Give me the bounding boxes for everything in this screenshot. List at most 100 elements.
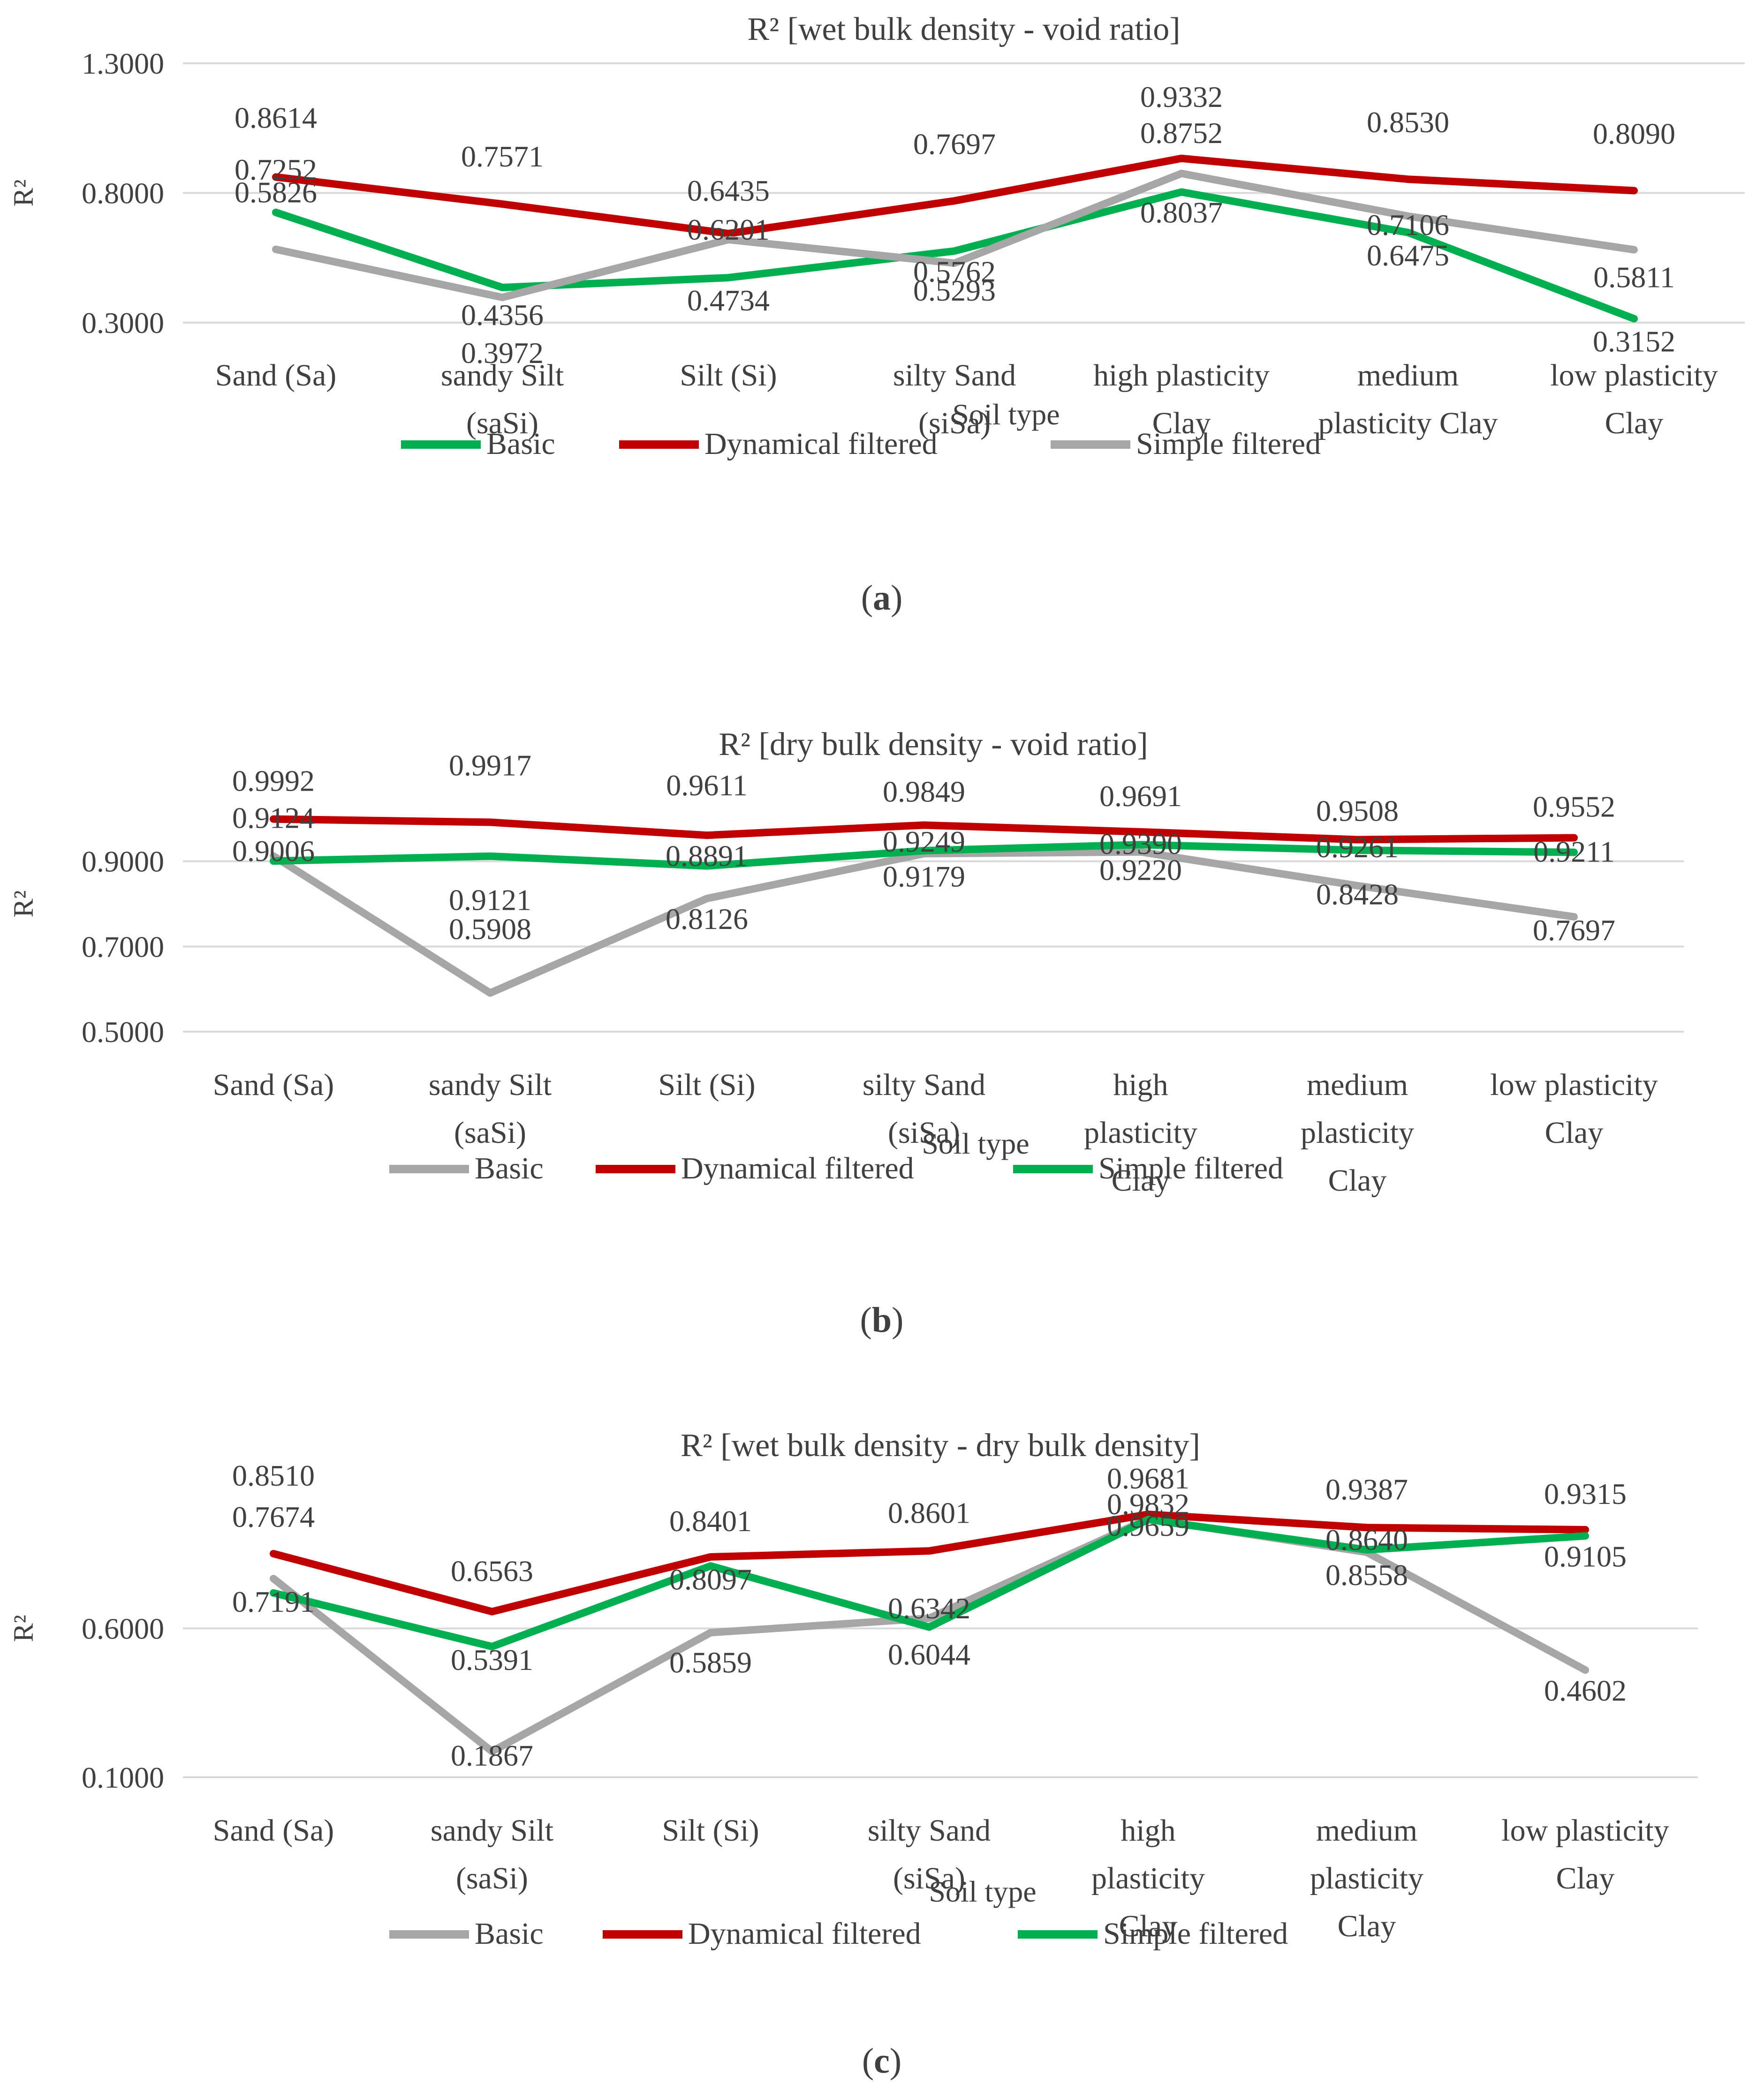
chart-panel-c: R² [wet bulk density - dry bulk density]… [8,1427,1698,2081]
x-tick-label: Silt (Si) [680,358,777,393]
data-label: 0.6435 [687,174,770,207]
data-label: 0.6342 [888,1592,970,1625]
data-label: 0.8614 [235,101,317,135]
y-tick-label: 1.3000 [82,47,164,80]
data-label: 0.9121 [449,883,531,917]
chart-title: R² [dry bulk density - void ratio] [719,726,1148,763]
legend-label: Basic [475,1151,544,1185]
data-label: 0.8510 [232,1459,315,1492]
data-label: 0.7697 [1533,914,1615,947]
data-label: 0.9992 [232,764,315,798]
series-line-dynamical-filtered [272,154,1638,237]
chart-title: R² [wet bulk density - dry bulk density] [681,1427,1200,1464]
y-tick-label: 0.9000 [82,845,164,878]
data-label: 0.9659 [1107,1509,1189,1542]
data-label: 0.3972 [461,336,544,370]
series-line-basic [272,188,1638,323]
y-tick-label: 0.3000 [82,306,164,340]
y-axis-label: R² [8,890,39,917]
x-tick-label: low plasticity [1490,1068,1658,1102]
x-tick-label: (siSa) [893,1861,965,1895]
x-tick-label: (saSi) [466,406,538,440]
series-line-simple-filtered [272,169,1638,302]
data-label: 0.9611 [666,769,748,802]
panel-caption: (c) [862,2041,901,2081]
data-label: 0.9105 [1544,1540,1627,1573]
x-tick-label: plasticity [1310,1861,1423,1895]
x-tick-label: Clay [1119,1909,1178,1943]
data-label: 0.8752 [1140,116,1223,150]
legend-label: Dynamical filtered [688,1917,921,1951]
data-label: 0.9315 [1544,1477,1627,1510]
data-label: 0.8126 [666,902,748,936]
data-label: 0.6201 [687,213,770,246]
x-tick-label: Sand (Sa) [215,358,336,393]
data-label: 0.6044 [888,1638,970,1671]
x-tick-label: Clay [1556,1861,1615,1895]
data-label: 0.5908 [449,913,531,946]
legend-label: Dynamical filtered [704,427,938,461]
x-axis-label: Soil type [922,1127,1029,1160]
x-tick-label: silty Sand [863,1068,985,1102]
data-label: 0.5762 [913,255,996,288]
x-tick-label: (siSa) [918,406,991,440]
data-label: 0.9681 [1107,1462,1189,1495]
x-tick-label: Clay [1545,1116,1604,1150]
y-axis-label: R² [8,179,39,206]
x-tick-label: medium [1357,358,1459,393]
x-tick-label: (saSi) [454,1116,526,1150]
x-tick-label: high [1113,1068,1168,1102]
x-tick-label: plasticity Clay [1318,406,1498,440]
x-tick-label: Sand (Sa) [213,1813,334,1848]
x-tick-label: medium [1316,1813,1417,1848]
data-label: 0.9552 [1533,790,1615,823]
data-label: 0.7674 [232,1500,315,1533]
data-label: 0.1867 [451,1739,533,1772]
x-axis-label: Soil type [929,1875,1036,1908]
series-line-simple-filtered [270,841,1578,870]
legend-label: Simple filtered [1103,1917,1288,1951]
panel-letter: a [873,578,891,618]
data-label: 0.8428 [1316,878,1399,911]
data-label: 0.9387 [1325,1472,1408,1506]
x-tick-label: Silt (Si) [658,1068,755,1102]
data-label: 0.8401 [669,1504,752,1538]
x-tick-label: silty Sand [868,1813,991,1848]
x-tick-label: low plasticity [1550,358,1718,393]
x-tick-label: sandy Silt [431,1813,553,1848]
data-label: 0.8558 [1325,1558,1408,1592]
chart-panel-b: R² [dry bulk density - void ratio] 0.5000… [8,726,1684,1340]
data-label: 0.9261 [1316,831,1399,864]
x-axis-label: Soil type [952,398,1060,431]
data-label: 0.9006 [232,834,315,868]
y-tick-label: 0.7000 [82,930,164,963]
data-label: 0.9390 [1099,827,1182,861]
x-tick-label: Clay [1328,1163,1387,1198]
data-label: 0.9849 [883,775,965,808]
x-tick-label: Clay [1112,1163,1170,1198]
data-label: 0.8891 [666,839,748,873]
data-label: 0.9832 [1107,1487,1189,1521]
data-label: 0.8530 [1367,106,1449,139]
data-label: 0.9332 [1140,80,1223,113]
x-tick-label: medium [1307,1068,1408,1102]
panel-letter: c [874,2041,890,2081]
legend-label: Simple filtered [1098,1151,1283,1185]
series-line-simple-filtered [270,1516,1589,1651]
data-label: 0.9211 [1533,835,1615,868]
data-label: 0.9917 [449,748,531,782]
data-label: 0.7191 [232,1585,315,1618]
x-tick-label: plasticity [1091,1861,1205,1895]
series-line-dynamical-filtered [270,1510,1589,1616]
data-label: 0.8601 [888,1496,970,1529]
x-tick-label: Clay [1152,406,1211,440]
data-label: 0.7697 [913,127,996,160]
data-label: 0.5826 [235,176,317,209]
x-tick-label: plasticity [1084,1116,1197,1150]
data-label: 0.3152 [1593,325,1675,358]
data-label: 0.7252 [235,153,317,186]
y-tick-label: 0.5000 [82,1015,164,1049]
y-tick-label: 0.1000 [82,1761,164,1794]
legend-label: Basic [475,1917,544,1951]
